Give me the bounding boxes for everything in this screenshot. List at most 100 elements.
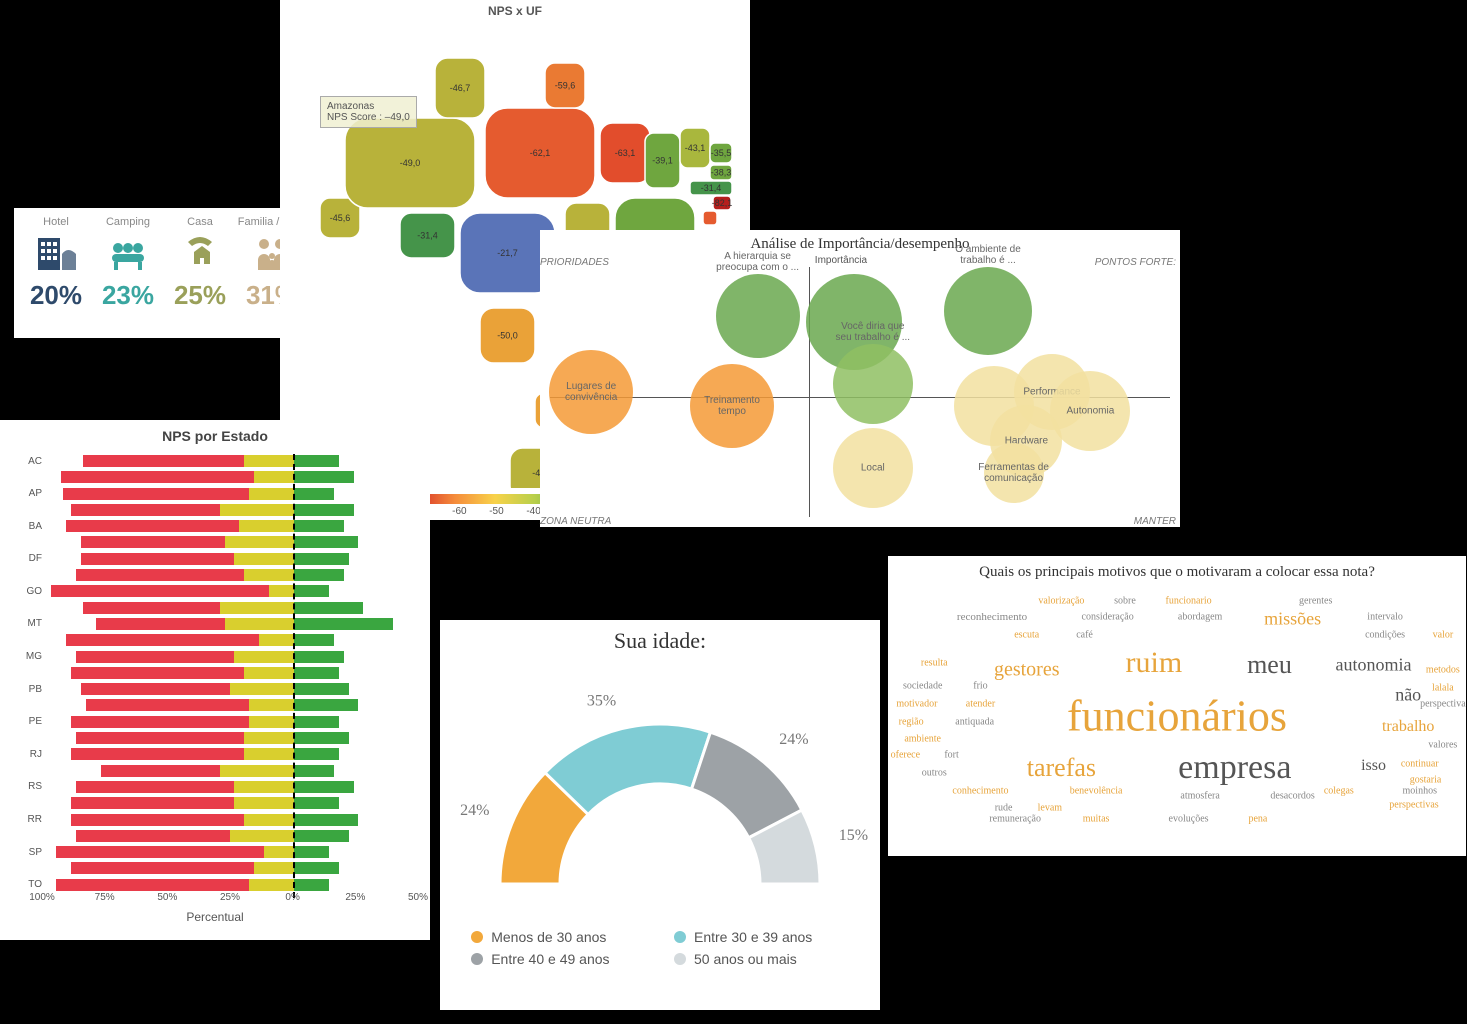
bar-row-track (46, 488, 418, 500)
wordcloud-word: motivador (896, 699, 937, 710)
icon-stat-hotel: Hotel20% (20, 216, 92, 311)
bar-row-track (46, 536, 418, 548)
bar-seg-green (294, 699, 358, 711)
quadrant-bubble-label: Você diria queseu trabalho é ... (836, 321, 911, 343)
legend-label: Entre 30 e 39 anos (694, 929, 812, 945)
wordcloud-word: sociedade (903, 680, 942, 691)
map-tooltip-line1: Amazonas (327, 101, 410, 112)
wordcloud-word: atmosfera (1180, 791, 1219, 802)
bar-seg-red (101, 765, 220, 777)
bar-seg-yellow (234, 651, 294, 663)
map-state-value: -21,7 (497, 248, 518, 258)
bar-seg-yellow (234, 781, 294, 793)
bar-row-track (46, 602, 418, 614)
wordcloud-word: gostaria (1410, 774, 1442, 785)
gauge-segment-label: 35% (587, 692, 616, 709)
quadrant-bubble[interactable] (833, 344, 913, 424)
map-state-SE[interactable] (703, 211, 717, 225)
quadrant-axis-label: Importância (815, 255, 867, 266)
bar-row: AC (12, 454, 418, 468)
bar-seg-green (294, 569, 344, 581)
bar-row (12, 503, 418, 517)
bar-seg-red (56, 879, 249, 891)
bar-row-label: DF (12, 553, 46, 564)
quadrant-bubble-label: O ambiente detrabalho é ... (955, 244, 1021, 266)
bar-row-label: BA (12, 521, 46, 532)
bar-seg-green (294, 797, 339, 809)
wordcloud-word: frio (973, 680, 987, 691)
gauge-legend-item: Menos de 30 anos (471, 929, 646, 945)
bar-row-track (46, 569, 418, 581)
bar-row (12, 601, 418, 615)
bar-seg-green (294, 781, 354, 793)
bar-seg-green (294, 814, 358, 826)
wordcloud-area: funcionáriosempresaruimmeutarefasgestore… (888, 589, 1466, 839)
wordcloud-word: abordagem (1178, 611, 1222, 622)
bar-x-tick: 25% (220, 892, 240, 903)
bar-row (12, 568, 418, 582)
wordcloud-word: evoluções (1169, 814, 1209, 825)
wordcloud-word: muitas (1083, 814, 1110, 825)
map-scale-tick: -50 (489, 506, 503, 517)
bar-seg-yellow (259, 634, 294, 646)
bar-row-label: PB (12, 684, 46, 695)
bar-row-track (46, 504, 418, 516)
map-scale-tick: -40 (526, 506, 540, 517)
bar-seg-red (83, 455, 244, 467)
bar-row: GO (12, 584, 418, 598)
quadrant-panel: Análise de Importância/desempenho PRIORI… (540, 230, 1180, 540)
quadrant-bubble-label: Lugares deconvivência (565, 381, 617, 403)
icon-stat-percent: 25% (164, 280, 236, 311)
wordcloud-word: café (1076, 630, 1093, 641)
wordcloud-word: meu (1247, 650, 1292, 680)
quadrant-bubble-label: A hierarquia sepreocupa com o ... (716, 251, 799, 273)
wordcloud-word: missões (1264, 608, 1321, 629)
map-state-value: -49,0 (400, 158, 421, 168)
wordcloud-word: metodos (1426, 664, 1460, 675)
wordcloud-word: ambiente (904, 733, 941, 744)
bar-seg-green (294, 732, 349, 744)
bar-seg-green (294, 683, 349, 695)
bar-row-track (46, 846, 418, 858)
quadrant-bubble[interactable] (716, 274, 800, 358)
camping-icon (92, 234, 164, 274)
bar-seg-yellow (254, 471, 294, 483)
bar-seg-red (76, 732, 245, 744)
map-state-value: -39,1 (652, 156, 673, 166)
map-state-value: -38,3 (711, 168, 732, 178)
wordcloud-word: atender (966, 699, 995, 710)
wordcloud-word: região (899, 717, 924, 728)
gauge-legend: Menos de 30 anosEntre 30 e 39 anosEntre … (440, 919, 880, 983)
legend-swatch (674, 931, 686, 943)
map-state-value: -35,5 (711, 148, 732, 158)
bar-row-track (46, 830, 418, 842)
bar-seg-green (294, 504, 354, 516)
bar-seg-green (294, 634, 334, 646)
wordcloud-word: funcionários (1067, 690, 1287, 741)
bar-row-track (46, 585, 418, 597)
bar-seg-green (294, 455, 339, 467)
wordcloud-word: remuneração (989, 814, 1041, 825)
bar-row-label: TO (12, 879, 46, 890)
wordcloud-word: levam (1038, 802, 1062, 813)
quadrant-corner-br: MANTER (1134, 516, 1176, 527)
bar-seg-yellow (249, 488, 294, 500)
quadrant-bubble[interactable] (944, 267, 1032, 355)
bar-x-tick: 50% (157, 892, 177, 903)
bar-seg-green (294, 536, 358, 548)
bar-row (12, 829, 418, 843)
bar-chart-grid: ACAPBADFGOMTMGPBPERJRSRRSPTO100%75%50%25… (12, 454, 418, 924)
bar-row-track (46, 634, 418, 646)
quadrant-corner-bl: ZONA NEUTRA (540, 516, 611, 527)
bar-row: DF (12, 552, 418, 566)
bar-seg-green (294, 846, 329, 858)
quadrant-bubble-label: Ferramentas decomunicação (978, 462, 1049, 484)
bar-seg-yellow (269, 585, 294, 597)
icon-stat-label: Casa (164, 216, 236, 228)
bar-seg-yellow (254, 862, 294, 874)
bar-row-track (46, 797, 418, 809)
wordcloud-word: colegas (1324, 786, 1354, 797)
bar-seg-red (81, 683, 230, 695)
wordcloud-word: escuta (1014, 630, 1039, 641)
bar-seg-red (63, 488, 249, 500)
